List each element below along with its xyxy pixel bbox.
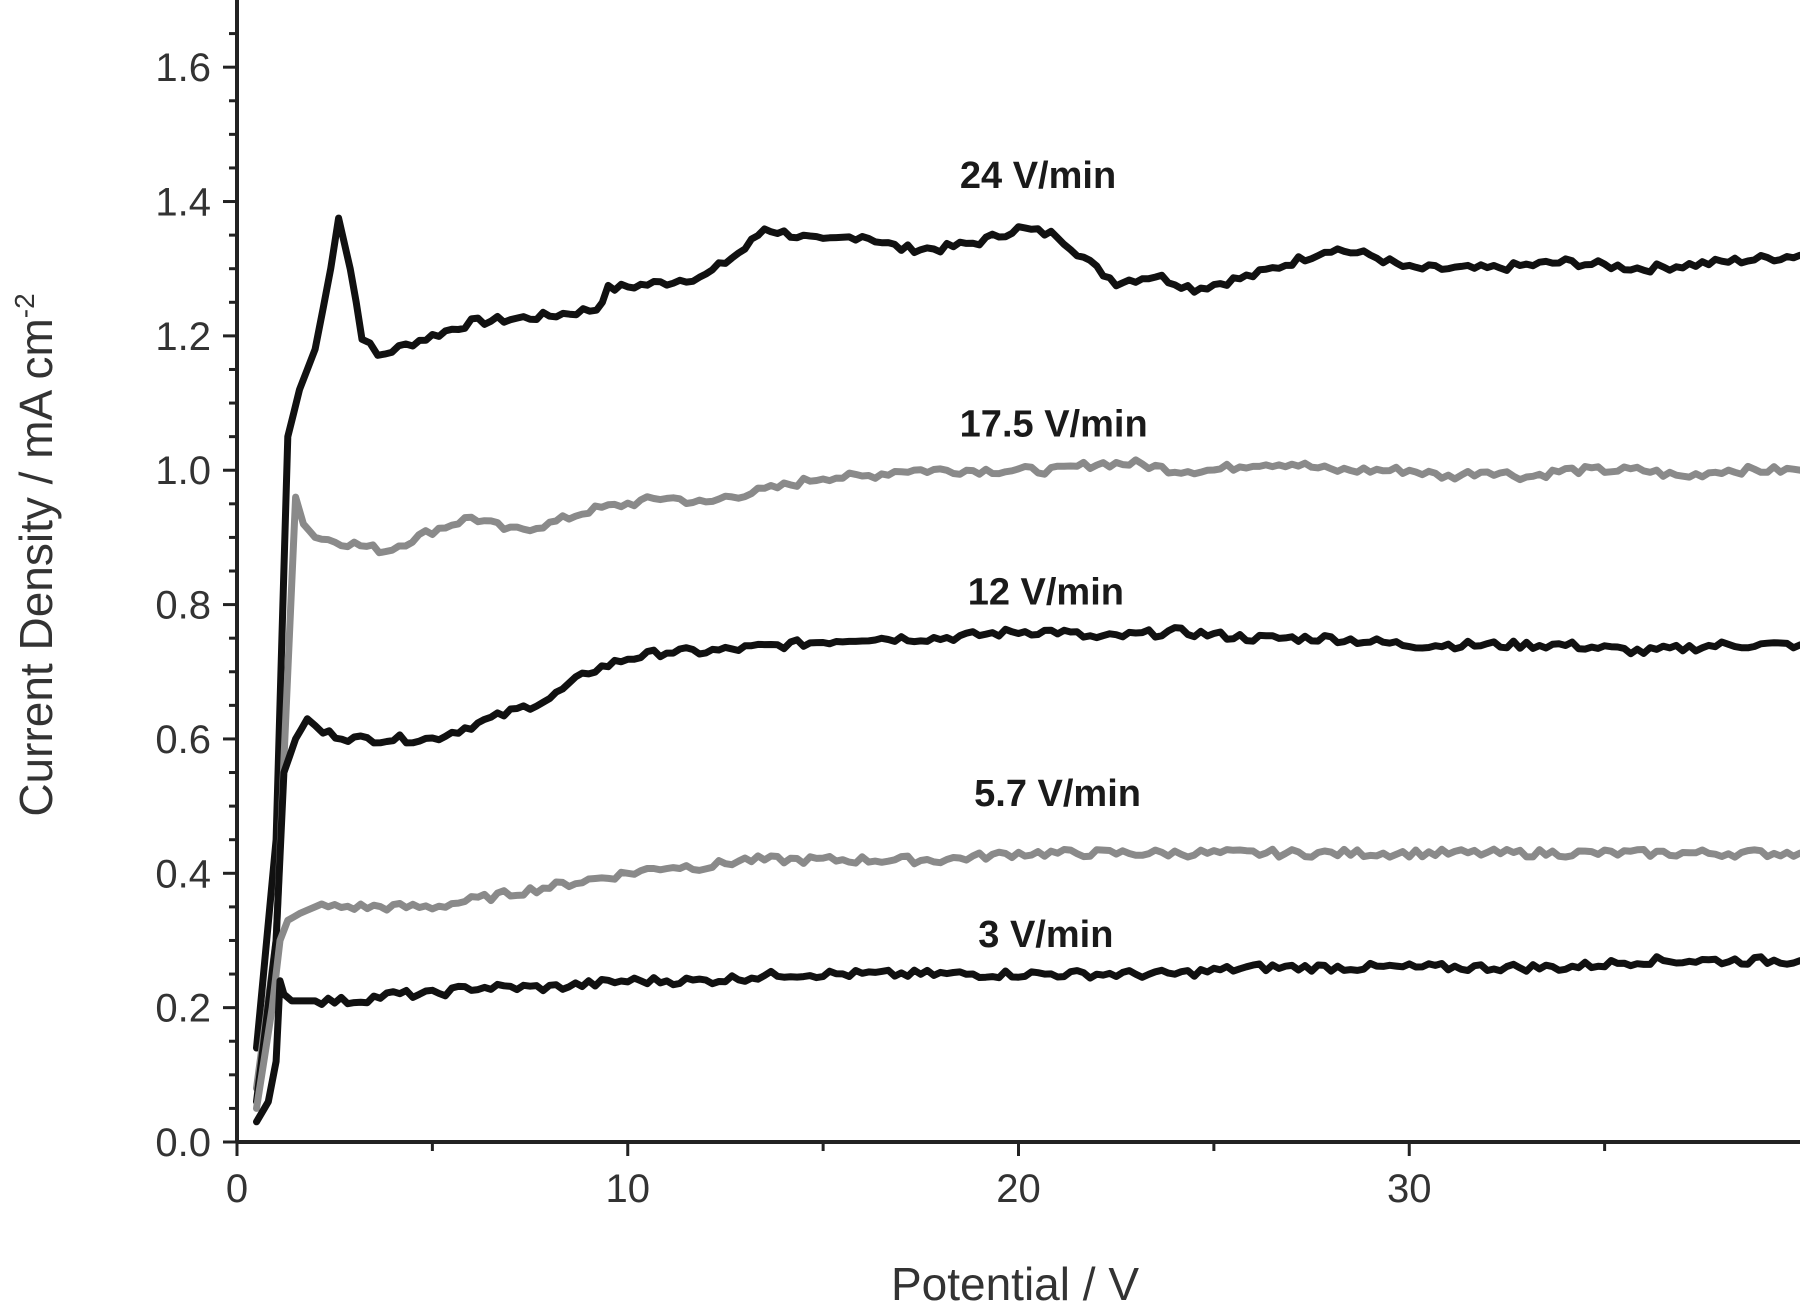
x-tick-label: 30 <box>1387 1167 1432 1211</box>
series-line-3 <box>253 845 1800 1112</box>
series-label: 12 V/min <box>968 572 1124 614</box>
y-tick-label: 1.2 <box>155 315 211 359</box>
series-line-0 <box>253 214 1800 1052</box>
series-label: 5.7 V/min <box>974 773 1141 815</box>
series-label: 24 V/min <box>960 155 1116 197</box>
x-tick-label: 10 <box>606 1167 651 1211</box>
x-axis-title: Potential / V <box>891 1258 1139 1305</box>
y-tick-label: 1.4 <box>155 181 211 225</box>
series-lines <box>253 214 1800 1126</box>
y-tick-label: 0.4 <box>155 852 211 896</box>
x-tick-label: 20 <box>996 1167 1041 1211</box>
y-axis-title-main: Current Density / mA cm <box>10 318 62 816</box>
series-label: 3 V/min <box>978 914 1113 956</box>
series-line-4 <box>253 953 1800 1126</box>
y-axis-title-superscript: -2 <box>9 293 40 318</box>
y-tick-label: 0.8 <box>155 584 211 628</box>
ticks: 0.0 0.2 0.4 0.6 0.8 1.0 1.2 1.4 1.6 0 10 20 30 <box>155 32 1607 1211</box>
series-label: 17.5 V/min <box>960 404 1148 446</box>
y-tick-label: 0.2 <box>155 987 211 1031</box>
y-axis-title: Current Density / mA cm-2 <box>9 293 62 816</box>
series-labels: 24 V/min 17.5 V/min 12 V/min 5.7 V/min 3 V/m… <box>960 155 1148 956</box>
x-tick-label: 0 <box>226 1167 248 1211</box>
y-tick-label: 0.6 <box>155 718 211 762</box>
y-tick-label: 1.0 <box>155 449 211 493</box>
series-line-1 <box>253 456 1800 1092</box>
series-line-2 <box>253 624 1800 1106</box>
y-tick-label: 1.6 <box>155 46 211 90</box>
y-tick-label: 0.0 <box>155 1121 211 1165</box>
